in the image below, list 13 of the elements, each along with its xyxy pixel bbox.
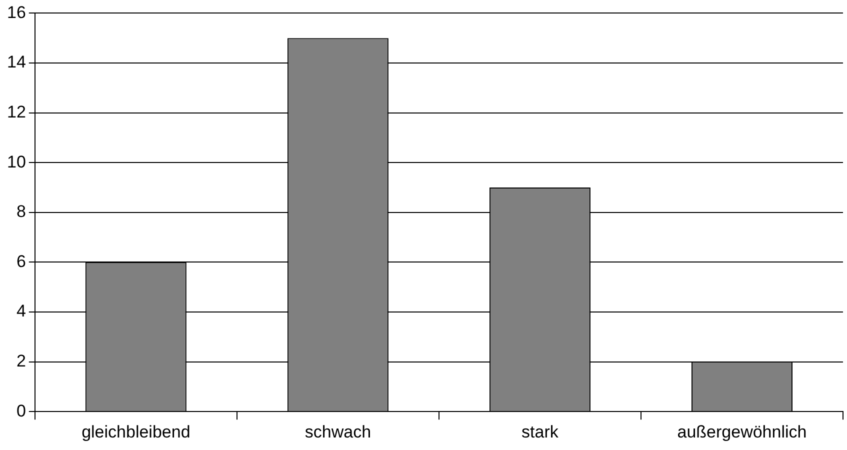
y-tick-label: 0 [16,401,26,420]
x-tick-label: außergewöhnlich [677,422,807,442]
y-tick-label: 12 [6,102,26,122]
y-tick-label: 6 [16,252,26,271]
x-tick-label: gleichbleibend [82,422,190,442]
x-tick-label: stark [522,422,559,442]
y-tick-label: 2 [16,351,26,370]
y-tick-label: 16 [6,2,26,22]
y-tick-label: 10 [6,152,26,172]
y-tick-label: 8 [16,202,26,222]
y-tick-label: 4 [16,302,26,321]
y-tick-label: 14 [6,52,26,72]
x-tick-label: schwach [304,422,372,442]
